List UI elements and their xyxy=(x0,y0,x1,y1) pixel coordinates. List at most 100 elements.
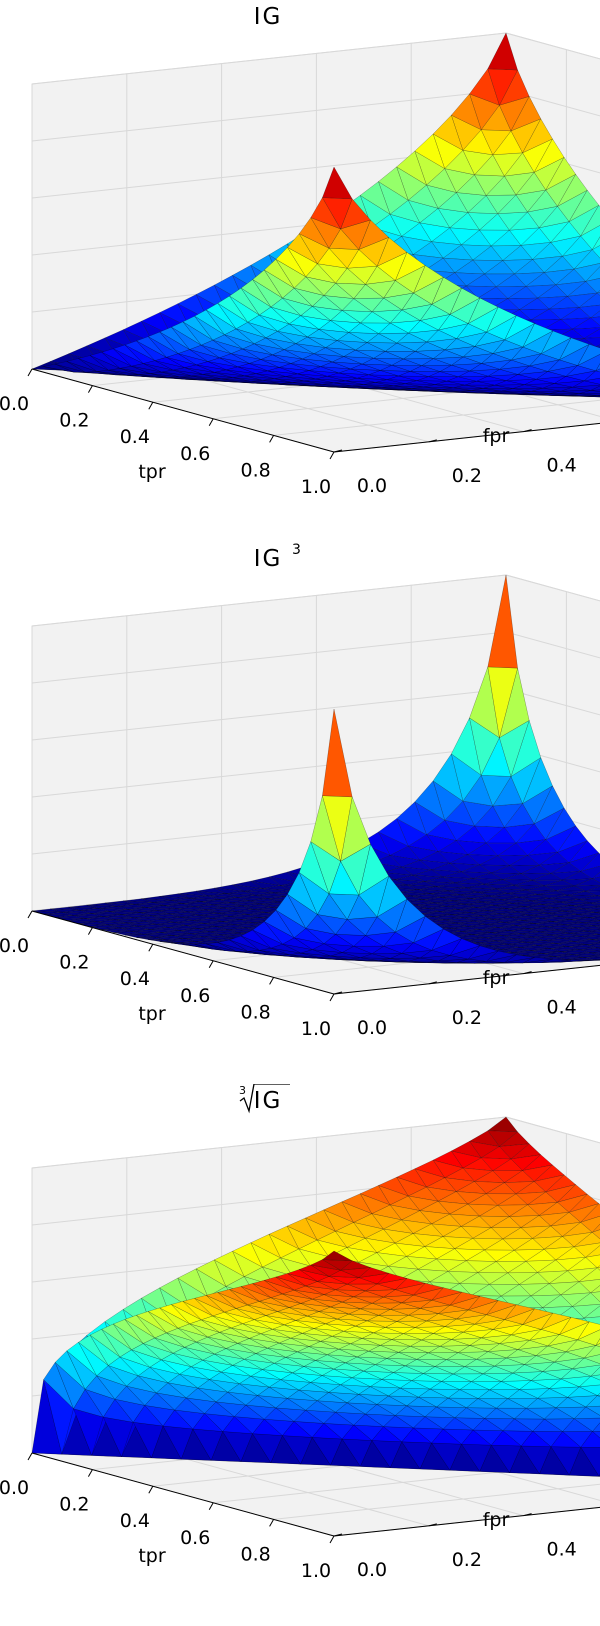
chart-panel-ig-cubed: 0.00.20.40.60.81.00.00.20.40.60.81.00.00… xyxy=(0,542,600,1084)
y-tick xyxy=(523,1513,532,1517)
x-tick xyxy=(269,1519,275,1527)
surface xyxy=(31,574,600,964)
y-tick-label: 0.0 xyxy=(357,1559,387,1581)
x-tick xyxy=(329,1535,335,1544)
x-tick-label: 0.6 xyxy=(180,1527,210,1549)
x-tick xyxy=(27,1452,33,1461)
x-tick xyxy=(269,977,275,985)
y-tick-label: 0.4 xyxy=(546,997,576,1019)
x-tick-label: 0.8 xyxy=(240,1543,270,1565)
x-tick-label: 0.2 xyxy=(59,952,89,974)
x-tick-label: 0.4 xyxy=(120,968,150,990)
grid-line xyxy=(31,631,507,684)
x-tick-label: 0.8 xyxy=(240,1001,270,1023)
surface-facet xyxy=(432,753,464,802)
chart-title: IG 3 xyxy=(239,1084,290,1114)
surface-facet xyxy=(232,1242,263,1268)
x-tick xyxy=(148,943,154,952)
x-axis-label: tpr xyxy=(138,1545,166,1567)
surface-facet xyxy=(591,1229,600,1240)
y-axis-line xyxy=(333,964,600,995)
chart-title-text: IG xyxy=(254,1088,283,1114)
chart-panel-ig-cube-root: 0.00.20.40.60.81.00.00.20.40.60.81.00.00… xyxy=(0,1084,600,1626)
surface-facet xyxy=(585,1254,600,1269)
surface-facet xyxy=(396,801,427,836)
surface-facet xyxy=(451,93,482,131)
surface-facet xyxy=(585,886,600,892)
surface-facet xyxy=(595,368,600,373)
surface-facet xyxy=(596,290,600,294)
x-axis-label: tpr xyxy=(138,461,166,483)
y-tick-label: 0.4 xyxy=(546,1539,576,1561)
surface-facet xyxy=(250,1234,281,1259)
surface-facet xyxy=(533,785,565,825)
x-tick-label: 0.0 xyxy=(0,393,29,415)
surface-facet xyxy=(177,1268,209,1298)
grid-line xyxy=(505,745,600,773)
y-tick xyxy=(523,971,532,975)
grid-line xyxy=(31,89,507,142)
surface-facet xyxy=(592,871,600,879)
grid-line xyxy=(31,574,507,627)
surface-facet xyxy=(159,1277,190,1308)
surface-facet xyxy=(590,1291,600,1303)
grid-line xyxy=(505,89,600,117)
surface-facet xyxy=(322,166,353,200)
chart-title: IG 3 xyxy=(254,542,301,572)
y-tick-label: 0.2 xyxy=(452,1549,482,1571)
y-tick xyxy=(428,1523,437,1527)
x-tick-label: 0.4 xyxy=(120,1510,150,1532)
chart-title: IG xyxy=(254,4,283,30)
x-tick-label: 0.0 xyxy=(0,935,29,957)
chart-svg: 0.00.20.40.60.81.00.00.20.40.60.81.00.00… xyxy=(0,542,600,1040)
x-tick-label: 1.0 xyxy=(301,476,331,498)
surface-facet xyxy=(557,825,588,853)
x-tick-label: 0.8 xyxy=(240,459,270,481)
surface-facet xyxy=(213,1250,245,1278)
surface-facet xyxy=(585,1405,600,1416)
x-tick-label: 0.6 xyxy=(180,443,210,465)
surface-facet xyxy=(322,708,353,798)
surface-facet xyxy=(522,757,553,805)
surface-facet xyxy=(533,138,565,173)
grid-line xyxy=(505,1116,600,1144)
surface-facet xyxy=(396,150,427,186)
x-tick xyxy=(269,435,275,443)
surface-facet xyxy=(596,1267,600,1271)
grid-line xyxy=(31,688,507,741)
x-tick xyxy=(208,960,214,969)
y-tick-label: 0.2 xyxy=(452,465,482,487)
surface-facet xyxy=(591,236,600,251)
surface xyxy=(31,32,600,398)
y-axis-label: fpr xyxy=(483,1509,510,1531)
surface-facet xyxy=(195,1259,227,1287)
x-tick-label: 0.2 xyxy=(59,1494,89,1516)
y-tick xyxy=(333,991,343,995)
grid-line xyxy=(31,745,507,798)
x-tick-label: 1.0 xyxy=(301,1560,331,1582)
surface-facet xyxy=(592,1431,600,1439)
x-tick xyxy=(208,1502,214,1511)
grid-line xyxy=(31,1116,507,1169)
surface-facet xyxy=(597,894,600,896)
title-root-index: 3 xyxy=(239,1084,246,1097)
y-tick-label: 0.0 xyxy=(357,475,387,497)
surface-facet xyxy=(580,866,600,879)
x-tick-label: 0.6 xyxy=(180,985,210,1007)
surface-facet xyxy=(596,292,600,296)
surface-facet xyxy=(580,204,600,237)
x-tick xyxy=(87,927,93,935)
title-exponent: 3 xyxy=(292,542,301,558)
grid-line xyxy=(213,1460,600,1504)
y-tick-label: 0.0 xyxy=(357,1017,387,1039)
chart-title-text: IG xyxy=(254,4,283,30)
x-tick xyxy=(148,401,154,410)
y-axis-label: fpr xyxy=(483,425,510,447)
y-tick xyxy=(333,1533,343,1537)
surface-facet xyxy=(432,114,464,151)
surface-facet xyxy=(545,807,576,840)
y-tick-label: 0.2 xyxy=(452,1007,482,1029)
surface-facet xyxy=(487,574,518,669)
x-tick xyxy=(87,385,93,393)
x-tick xyxy=(329,451,335,460)
